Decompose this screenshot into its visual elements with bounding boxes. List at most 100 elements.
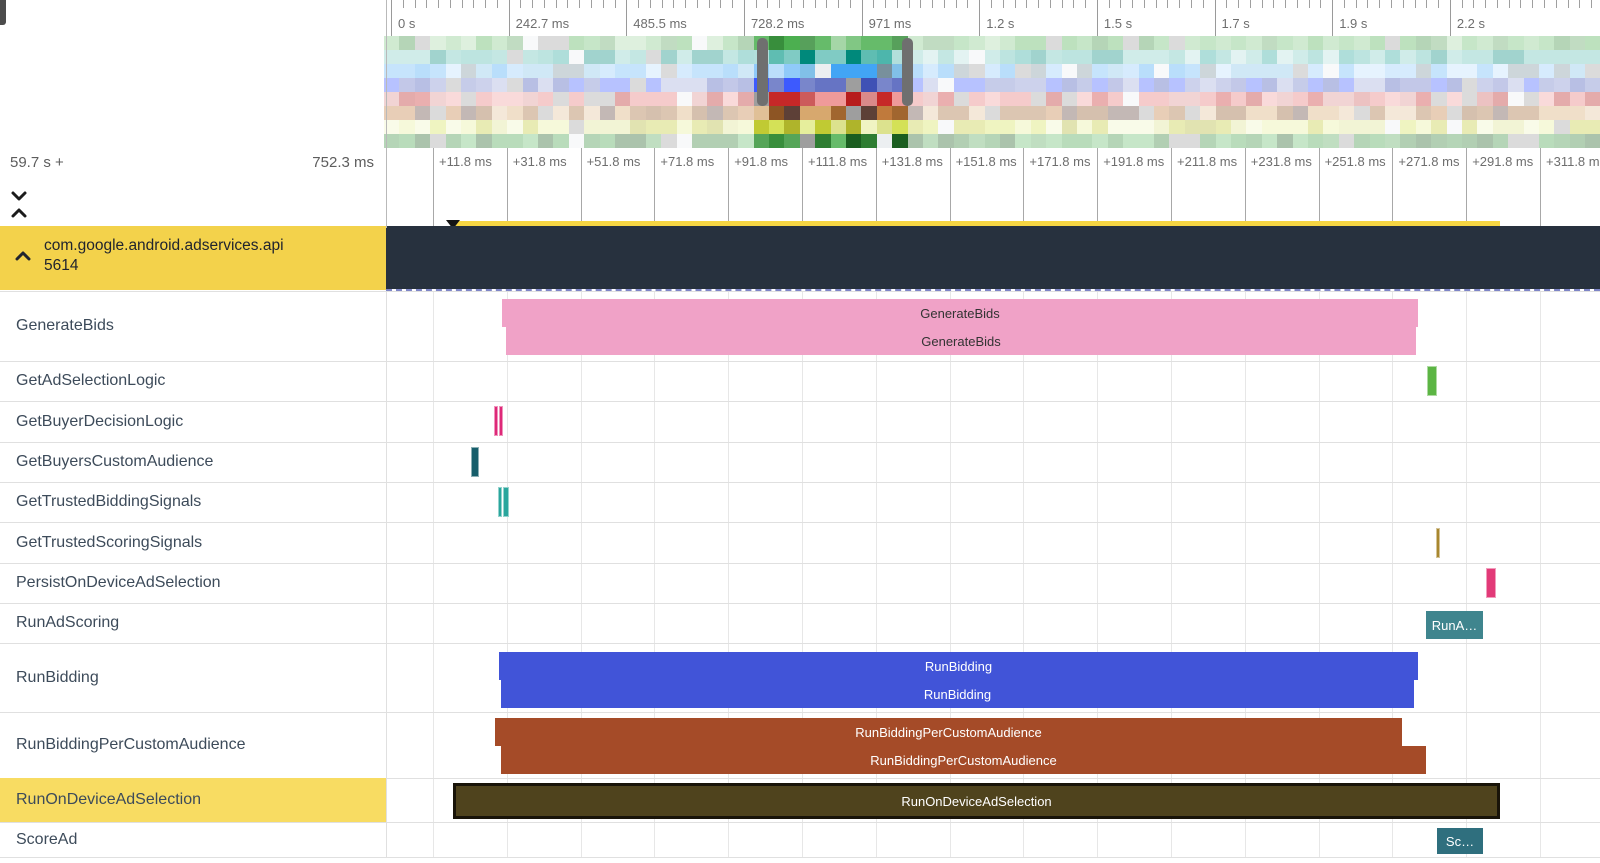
slice-getbuyerscustomaudience[interactable]	[471, 447, 479, 477]
slice-getadselectionlogic[interactable]	[1427, 366, 1437, 396]
collapse-chevron-icon[interactable]	[14, 250, 32, 262]
minimap-cell	[1554, 92, 1571, 106]
minimap-cell	[538, 78, 554, 92]
slice-scoread[interactable]: Sc…	[1437, 828, 1483, 854]
slice-runbiddingpercustomaudience[interactable]: RunBiddingPerCustomAudience	[501, 746, 1426, 774]
minor-tick	[1414, 0, 1416, 8]
minor-tick	[520, 0, 522, 8]
minimap-cell	[1554, 64, 1571, 78]
minimap-cell	[722, 64, 739, 78]
slice-persistondeviceadselection[interactable]	[1486, 568, 1496, 598]
track-label-gettrustedscoringsignals[interactable]: GetTrustedScoringSignals	[16, 533, 203, 551]
minimap-cell	[445, 64, 462, 78]
slice-runondeviceadselection[interactable]: RunOnDeviceAdSelection	[453, 783, 1500, 819]
minor-tick	[1296, 0, 1298, 8]
slice-runbiddingpercustomaudience[interactable]: RunBiddingPerCustomAudience	[495, 718, 1402, 746]
minimap-cell	[1585, 50, 1600, 64]
minor-tick	[1355, 0, 1357, 8]
minimap-cell	[753, 120, 770, 134]
minimap-cell	[984, 120, 1001, 134]
minimap-cell	[1338, 50, 1355, 64]
slice-runbidding[interactable]: RunBidding	[501, 680, 1414, 708]
process-group-track-band[interactable]	[386, 226, 1600, 289]
minimap-cell	[661, 36, 678, 50]
minimap-cell	[1246, 50, 1263, 64]
minimap-cell	[491, 92, 508, 106]
minimap-cell	[907, 106, 924, 120]
slice-runadscoring[interactable]: RunA…	[1426, 611, 1483, 639]
minimap-cell	[1462, 50, 1478, 64]
minimap-cell	[722, 36, 739, 50]
track-label-getbuyerscustomaudience[interactable]: GetBuyersCustomAudience	[16, 453, 214, 470]
minimap-cell	[645, 120, 662, 134]
minimap-left-handle[interactable]	[757, 38, 768, 106]
minimap-cell	[1338, 64, 1355, 78]
column-divider	[386, 0, 387, 228]
track-label-getbuyerdecisionlogic[interactable]: GetBuyerDecisionLogic	[16, 412, 184, 430]
ruler-division-line	[433, 148, 434, 228]
minimap-cell	[1539, 50, 1555, 64]
process-group-header[interactable]: com.google.android.adservices.api 5614	[0, 226, 386, 290]
slice-generatebids[interactable]: GenerateBids	[506, 327, 1416, 355]
minimap-cell	[1277, 50, 1294, 64]
slice-gettrustedbiddingsignals[interactable]	[503, 487, 509, 517]
slice-getbuyerdecisionlogic[interactable]	[499, 406, 503, 436]
chevron-up-icon[interactable]	[10, 207, 28, 219]
track-label-runondeviceadselection[interactable]: RunOnDeviceAdSelection	[0, 778, 386, 822]
minimap-cell	[1184, 36, 1201, 50]
minimap-cell	[1092, 134, 1109, 148]
minimap-cell	[1061, 134, 1078, 148]
minimap-cell	[1046, 120, 1063, 134]
minimap-cell	[1015, 92, 1032, 106]
track-label-runbiddingpercustomaudience[interactable]: RunBiddingPerCustomAudience	[16, 736, 246, 753]
slice-runbidding[interactable]: RunBidding	[499, 652, 1418, 680]
minimap-cell	[399, 64, 416, 78]
minimap-cell	[645, 50, 662, 64]
minimap-cell	[538, 92, 554, 106]
track-label-generatebids[interactable]: GenerateBids	[16, 317, 114, 334]
area-selection-bar[interactable]	[453, 221, 1500, 228]
minimap-cell	[969, 36, 986, 50]
minimap-cell	[923, 120, 939, 134]
minimap-right-handle[interactable]	[902, 38, 913, 106]
slice-gettrustedscoringsignals[interactable]	[1436, 528, 1440, 558]
minor-tick	[438, 0, 440, 8]
minimap-cell	[584, 78, 601, 92]
slice-gettrustedbiddingsignals[interactable]	[498, 487, 502, 517]
minimap-cell	[1107, 92, 1124, 106]
ruler-division-line	[949, 148, 951, 228]
minor-tick	[1591, 0, 1593, 8]
minimap-cell	[846, 36, 862, 50]
trace-overview-minimap[interactable]	[384, 36, 1600, 148]
minimap-cell	[630, 78, 647, 92]
minor-tick	[779, 0, 781, 8]
track-label-scoread[interactable]: ScoreAd	[16, 830, 78, 848]
minimap-cell	[722, 106, 739, 120]
minimap-cell	[1231, 106, 1247, 120]
minimap-cell	[707, 78, 724, 92]
track-label-runbidding[interactable]: RunBidding	[16, 668, 99, 686]
zoomed-time-ruler[interactable]: +11.8 ms +31.8 ms +51.8 ms +71.8 ms +91.8 ms…	[386, 148, 1600, 228]
minimap-cell	[1385, 64, 1401, 78]
minimap-cell	[953, 36, 970, 50]
major-tick	[508, 0, 510, 36]
minor-tick	[1155, 0, 1157, 8]
grid-line	[1097, 291, 1099, 857]
minimap-cell	[522, 106, 539, 120]
minimap-cell	[1046, 92, 1063, 106]
track-label-persistondeviceadselection[interactable]: PersistOnDeviceAdSelection	[16, 574, 221, 591]
selection-marker-icon[interactable]	[446, 220, 460, 229]
chevron-down-icon[interactable]	[10, 190, 28, 202]
global-time-ruler[interactable]: 0 s 242.7 ms 485.5 ms 728.2 ms 971 ms 1.2 s 1.…	[386, 0, 1600, 36]
minor-tick	[1143, 0, 1145, 8]
track-label-getadselectionlogic[interactable]: GetAdSelectionLogic	[16, 372, 166, 389]
slice-getbuyerdecisionlogic[interactable]	[494, 406, 498, 436]
minimap-cell	[553, 134, 570, 148]
time-tick-label: 1.9 s	[1339, 16, 1368, 31]
track-label-runadscoring[interactable]: RunAdScoring	[16, 614, 120, 631]
minimap-cell	[938, 64, 955, 78]
minimap-cell	[1046, 106, 1063, 120]
minimap-cell	[414, 92, 431, 106]
slice-generatebids[interactable]: GenerateBids	[502, 299, 1418, 327]
track-label-gettrustedbiddingsignals[interactable]: GetTrustedBiddingSignals	[16, 493, 202, 510]
